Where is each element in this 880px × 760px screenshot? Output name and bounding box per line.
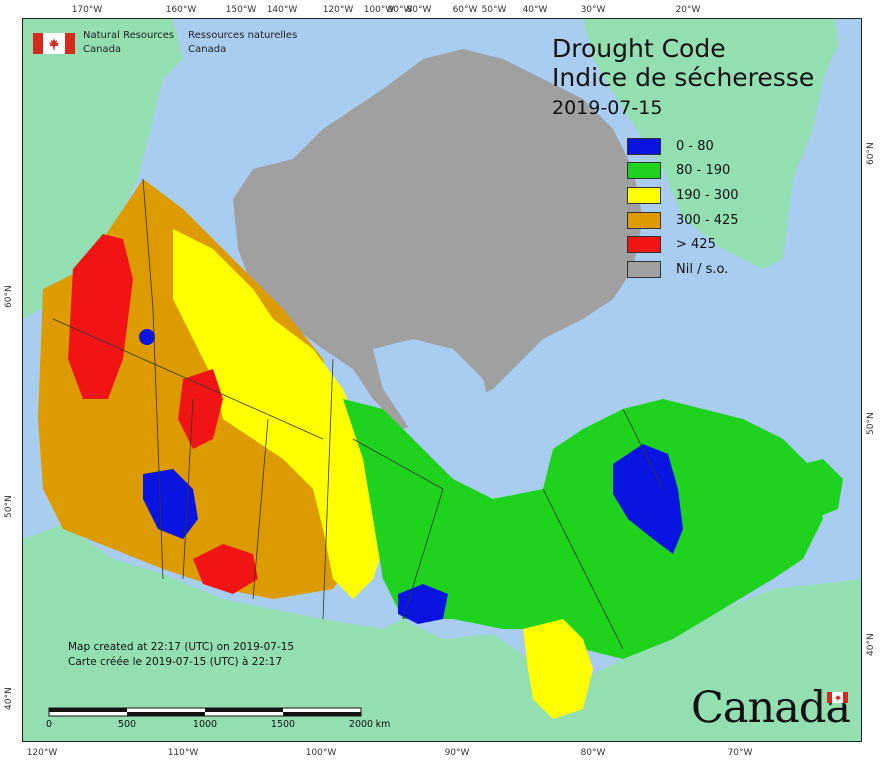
agency-name-english: Natural Resources Canada [83, 29, 174, 57]
agency-en-line: Canada [83, 44, 122, 55]
red-zone-central [178, 369, 223, 449]
arctic-archipelago [233, 49, 643, 429]
bottom-lon-label: 80°W [581, 748, 606, 758]
usa-land [23, 524, 861, 741]
legend-label: 80 - 190 [676, 163, 731, 179]
yellow-zone-great-lakes [523, 619, 593, 719]
scale-bar-graphic [48, 707, 362, 717]
right-lat-label: 60°N [866, 142, 876, 165]
yellow-zone-west [173, 229, 383, 599]
top-graticule-labels: 170°W 160°W 150°W 140°W 120°W 100°W 90°W… [72, 5, 701, 15]
scale-bar: 0 500 1000 1500 2000 km [46, 705, 390, 735]
legend-swatch [627, 260, 661, 278]
top-lon-label: 30°W [581, 5, 606, 15]
left-lat-label: 60°N [4, 285, 14, 308]
hudson-bay [373, 339, 493, 469]
legend-swatch [627, 137, 661, 155]
top-lon-label: 150°W [226, 5, 257, 15]
created-english: Map created at 22:17 (UTC) on 2019-07-15 [68, 641, 295, 653]
bottom-lon-label: 90°W [445, 748, 470, 758]
scale-unit: km [375, 719, 391, 730]
blue-spot-north [139, 329, 155, 345]
top-lon-label: 120°W [323, 5, 354, 15]
scale-tick-label: 1500 [270, 719, 296, 730]
blue-zone-quebec [613, 444, 683, 554]
agency-fr-line: Canada [188, 44, 227, 55]
creation-note: Map created at 22:17 (UTC) on 2019-07-15… [68, 640, 294, 670]
top-lon-label: 140°W [267, 5, 298, 15]
title-french: Indice de sécheresse [552, 63, 815, 92]
legend-swatch [627, 162, 661, 180]
greenland-land [583, 19, 838, 269]
atlantic-green-zone [783, 459, 843, 519]
scale-tick-label: 2000 [348, 719, 374, 730]
top-lon-label: 40°W [523, 5, 548, 15]
legend-item: > 425 [627, 232, 739, 257]
right-lat-label: 40°N [866, 633, 876, 656]
legend: 0 - 80 80 - 190 190 - 300 300 - 425 > 42… [627, 134, 739, 282]
top-lon-label: 100°W [364, 5, 395, 15]
created-french: Carte créée le 2019-07-15 (UTC) à 22:17 [68, 656, 283, 668]
eastern-green-zone [343, 399, 823, 659]
legend-label: > 425 [676, 237, 716, 253]
scale-labels: 0 500 1000 1500 2000 km [45, 719, 390, 733]
scale-tick-label: 1000 [192, 719, 218, 730]
legend-item: 0 - 80 [627, 134, 739, 159]
top-lon-label: 160°W [166, 5, 197, 15]
bottom-graticule-labels: 120°W 110°W 100°W 90°W 80°W 70°W [27, 748, 753, 758]
legend-item: 80 - 190 [627, 159, 739, 184]
legend-item: Nil / s.o. [627, 257, 739, 282]
scale-tick-label: 0 [45, 719, 53, 730]
provincial-boundaries [52, 178, 664, 650]
map-canvas [23, 19, 861, 741]
right-lat-label: 50°N [866, 412, 876, 435]
legend-label: Nil / s.o. [676, 261, 729, 277]
agency-en-line: Natural Resources [83, 30, 175, 41]
left-lat-label: 40°N [4, 687, 14, 710]
scale-tick-label: 500 [117, 719, 137, 730]
bottom-lon-label: 110°W [168, 748, 199, 758]
map-title: Drought Code Indice de sécheresse 2019-0… [552, 34, 814, 121]
canada-wordmark: Canada [691, 683, 851, 733]
legend-swatch [627, 211, 661, 229]
drought-code-map: Drought Code Indice de sécheresse 2019-0… [22, 18, 862, 742]
agency-fr-line: Ressources naturelles [188, 30, 298, 41]
blue-zone-alberta [143, 469, 198, 539]
top-lon-label: 90°W [388, 5, 413, 15]
top-lon-label: 60°W [453, 5, 478, 15]
top-lon-label: 80°W [407, 5, 432, 15]
red-zone-northwest [68, 234, 133, 399]
legend-item: 300 - 425 [627, 208, 739, 233]
agency-name-french: Ressources naturelles Canada [188, 29, 297, 57]
top-lon-label: 50°W [482, 5, 507, 15]
alaska-land [23, 19, 183, 319]
top-lon-label: 170°W [72, 5, 103, 15]
agency-signature: Natural Resources Canada Ressources natu… [33, 29, 311, 57]
left-lat-label: 50°N [4, 495, 14, 518]
canada-flag-icon [33, 33, 75, 54]
red-zone-south [193, 544, 258, 594]
bottom-lon-label: 100°W [306, 748, 337, 758]
legend-label: 300 - 425 [676, 212, 739, 228]
map-date: 2019-07-15 [552, 97, 663, 119]
title-english: Drought Code [552, 34, 726, 63]
legend-label: 190 - 300 [676, 187, 739, 203]
legend-swatch [627, 236, 661, 254]
legend-item: 190 - 300 [627, 183, 739, 208]
legend-label: 0 - 80 [676, 138, 714, 154]
legend-swatch [627, 186, 661, 204]
bottom-lon-label: 70°W [728, 748, 753, 758]
top-lon-label: 20°W [676, 5, 701, 15]
bottom-lon-label: 120°W [27, 748, 58, 758]
wordmark-flag-icon [827, 692, 848, 703]
